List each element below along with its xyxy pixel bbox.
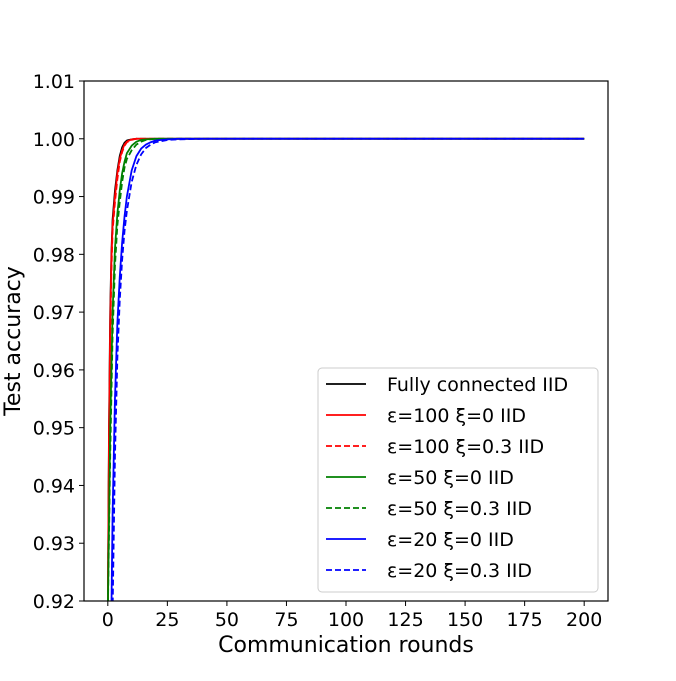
legend-label-4: ε=50 ξ=0 IID: [387, 467, 514, 489]
series-line-5: [107, 137, 585, 601]
y-tick-label: 0.98: [33, 244, 75, 266]
legend-label-2: ε=100 ξ=0 IID: [387, 405, 526, 427]
y-tick-label: 0.94: [33, 475, 75, 497]
y-tick-label: 0.93: [33, 533, 75, 555]
x-tick-label: 25: [155, 609, 179, 631]
legend-label-3: ε=100 ξ=0.3 IID: [387, 436, 544, 458]
y-tick-label: 1.01: [33, 71, 75, 93]
series-line-7: [111, 137, 585, 601]
legend: Fully connected IID ε=100 ξ=0 IID ε=100 ξ=…: [317, 367, 599, 593]
legend-label-6: ε=20 ξ=0 IID: [387, 529, 514, 551]
y-tick-label: 0.99: [33, 187, 75, 209]
y-tick-label: 0.97: [33, 302, 75, 324]
x-tick-label: 75: [274, 609, 298, 631]
y-tick-label: 0.92: [33, 591, 75, 613]
x-tick-label: 0: [102, 609, 114, 631]
x-tick-label: 150: [447, 609, 483, 631]
y-axis-label: Test accuracy: [1, 266, 26, 417]
x-tick-label: 125: [387, 609, 423, 631]
y-tick-label: 0.96: [33, 360, 75, 382]
y-tick-label: 0.95: [33, 418, 75, 440]
x-axis: 0 25 50 75 100 125 150 175 200: [102, 601, 602, 631]
y-axis: 0.92 0.93 0.94 0.95 0.96 0.97 0.98 0.99 1.00 1.01: [33, 71, 84, 613]
x-tick-label: 50: [215, 609, 239, 631]
legend-label-5: ε=50 ξ=0.3 IID: [387, 498, 532, 520]
x-axis-label: Communication rounds: [218, 633, 474, 658]
legend-label-1: Fully connected IID: [387, 374, 568, 396]
x-tick-label: 200: [566, 609, 602, 631]
x-tick-label: 175: [507, 609, 543, 631]
legend-label-7: ε=20 ξ=0.3 IID: [387, 560, 532, 582]
series-line-3: [107, 137, 585, 601]
y-tick-label: 1.00: [33, 129, 75, 151]
series-layer: [106, 137, 585, 601]
x-tick-label: 100: [328, 609, 364, 631]
legend-box: [317, 367, 599, 593]
